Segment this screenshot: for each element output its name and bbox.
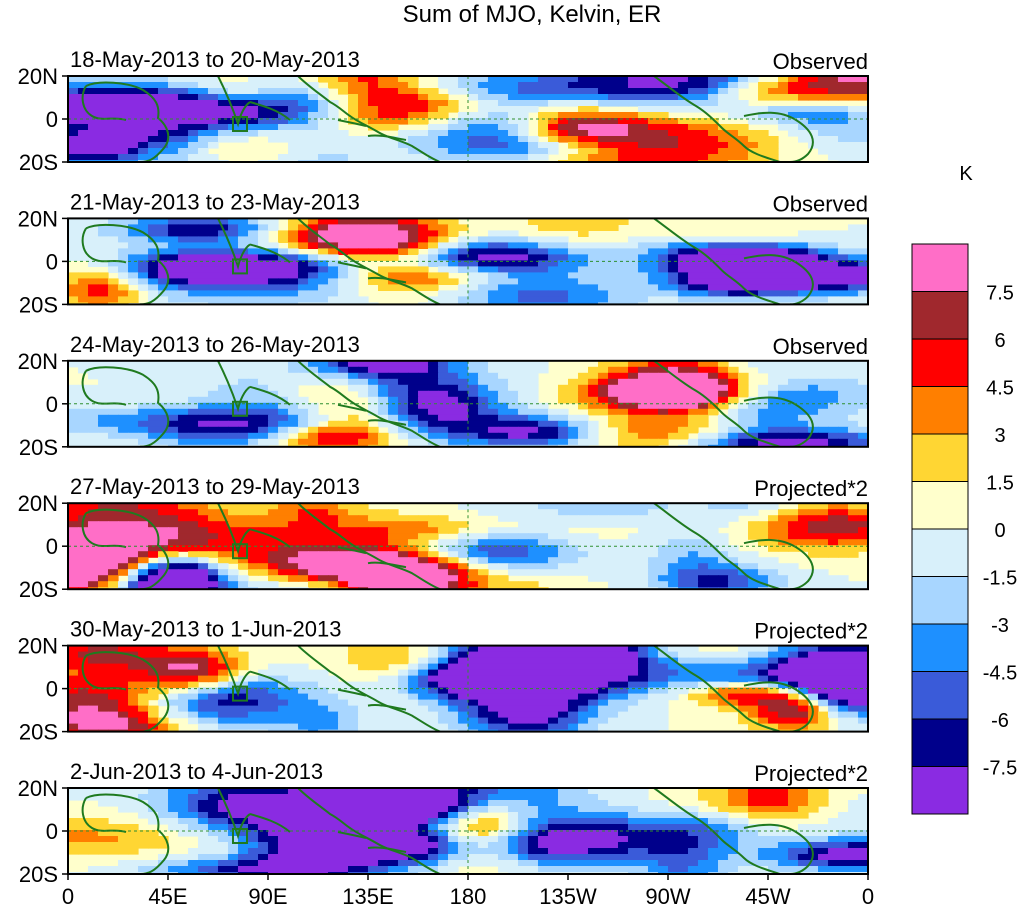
y-tick-label: 20S xyxy=(19,577,58,602)
y-tick-label: 0 xyxy=(46,534,58,559)
x-tick-label: 0 xyxy=(62,884,74,909)
colorbar: 7.5 6 4.5 3 1.5 0 -1.5 -3 -4.5 -6 -7.5 xyxy=(911,243,1017,815)
colorbar-level-label: 3 xyxy=(994,425,1005,447)
x-tick-label: 45E xyxy=(148,884,187,909)
y-tick-label: 20N xyxy=(18,776,58,801)
x-tick-label: 90W xyxy=(645,884,690,909)
colorbar-swatch xyxy=(911,576,969,625)
colorbar-swatch xyxy=(911,433,969,482)
colorbar-level-label: 1.5 xyxy=(986,473,1014,495)
figure-title: Sum of MJO, Kelvin, ER xyxy=(403,1,662,28)
colorbar-level-label: 6 xyxy=(994,330,1005,352)
y-tick-label: 20N xyxy=(18,491,58,516)
target-box xyxy=(232,400,248,417)
panel-status-label: Observed xyxy=(773,49,868,74)
colorbar-swatch xyxy=(911,338,969,387)
y-tick-label: 20S xyxy=(19,720,58,745)
colorbar-swatch xyxy=(911,528,969,577)
map-panel: 20N 0 20S 18-May-2013 to 20-May-2013 Observe… xyxy=(18,47,869,175)
x-tick-label: 90E xyxy=(248,884,287,909)
colorbar-swatch xyxy=(911,291,969,340)
y-tick-label: 20S xyxy=(19,292,58,317)
y-tick-label: 20S xyxy=(19,150,58,175)
colorbar-swatch xyxy=(911,386,969,435)
panel-status-label: Observed xyxy=(773,334,868,359)
y-tick-label: 0 xyxy=(46,677,58,702)
colorbar-swatch xyxy=(911,481,969,530)
colorbar-level-label: 7.5 xyxy=(986,283,1014,305)
target-box xyxy=(232,258,248,275)
map-panel: 20N 0 20S 24-May-2013 to 26-May-2013 Observe… xyxy=(18,332,869,460)
target-box xyxy=(232,685,248,702)
panel-period-label: 30-May-2013 to 1-Jun-2013 xyxy=(70,617,342,642)
y-tick-label: 0 xyxy=(46,819,58,844)
x-tick-label: 0 xyxy=(862,884,874,909)
panel-period-label: 18-May-2013 to 20-May-2013 xyxy=(70,47,360,72)
map-panel: 20N 0 20S 2-Jun-2013 to 4-Jun-2013 Projected… xyxy=(18,759,869,887)
panel-status-label: Projected*2 xyxy=(754,476,868,501)
colorbar-level-label: -3 xyxy=(991,615,1009,637)
y-tick-label: 0 xyxy=(46,107,58,132)
colorbar-swatch xyxy=(911,766,969,815)
panels: 20N 0 20S 18-May-2013 to 20-May-2013 Observe… xyxy=(18,47,869,887)
x-tick-label: 135E xyxy=(342,884,393,909)
panel-status-label: Projected*2 xyxy=(754,619,868,644)
x-tick-label: 135W xyxy=(539,884,597,909)
x-tick-label: 45W xyxy=(745,884,790,909)
map-panel: 20N 0 20S 27-May-2013 to 29-May-2013 Project… xyxy=(18,474,869,602)
target-box xyxy=(232,828,248,844)
panel-status-label: Projected*2 xyxy=(754,761,868,786)
colorbar-level-label: -7.5 xyxy=(983,758,1017,780)
x-axis: 0 45E 90E 135E 180 135W 90W 45W 0 xyxy=(62,874,874,909)
colorbar-level-label: 4.5 xyxy=(986,378,1014,400)
panel-period-label: 27-May-2013 to 29-May-2013 xyxy=(70,474,360,499)
colorbar-level-label: 0 xyxy=(994,520,1005,542)
panel-period-label: 21-May-2013 to 23-May-2013 xyxy=(70,189,360,214)
colorbar-unit-label: K xyxy=(959,163,973,185)
colorbar-swatch xyxy=(911,243,969,292)
y-tick-label: 20N xyxy=(18,206,58,231)
anomaly-field xyxy=(68,218,868,305)
map-panel: 20N 0 20S 30-May-2013 to 1-Jun-2013 Projecte… xyxy=(18,617,869,745)
colorbar-level-label: -4.5 xyxy=(983,663,1017,685)
panel-period-label: 24-May-2013 to 26-May-2013 xyxy=(70,332,360,357)
target-box xyxy=(232,543,248,560)
colorbar-swatch xyxy=(911,671,969,720)
y-tick-label: 0 xyxy=(46,392,58,417)
colorbar-swatch xyxy=(911,623,969,672)
y-tick-label: 20N xyxy=(18,64,58,89)
colorbar-level-label: -6 xyxy=(991,710,1009,732)
panel-period-label: 2-Jun-2013 to 4-Jun-2013 xyxy=(70,759,323,784)
y-tick-label: 20N xyxy=(18,634,58,659)
colorbar-swatch xyxy=(911,718,969,767)
panel-status-label: Observed xyxy=(773,191,868,216)
map-panel: 20N 0 20S 21-May-2013 to 23-May-2013 Observe… xyxy=(18,189,869,317)
x-tick-label: 180 xyxy=(450,884,487,909)
colorbar-level-label: -1.5 xyxy=(983,568,1017,590)
y-tick-label: 20N xyxy=(18,349,58,374)
y-tick-label: 20S xyxy=(19,862,58,887)
y-tick-label: 0 xyxy=(46,249,58,274)
y-tick-label: 20S xyxy=(19,435,58,460)
target-box xyxy=(232,116,248,132)
